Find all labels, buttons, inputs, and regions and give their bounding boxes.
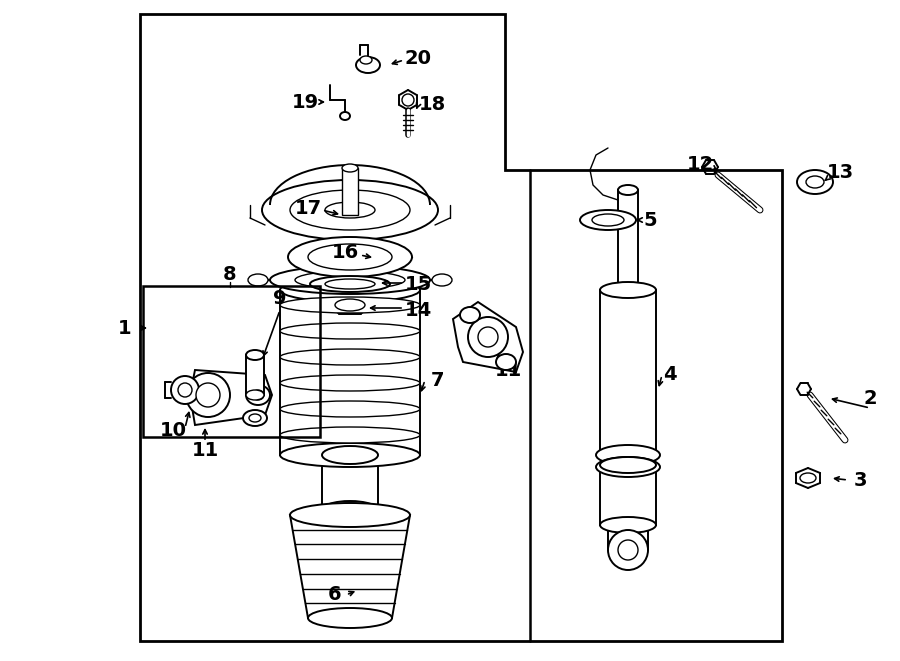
Text: 7: 7	[431, 371, 445, 389]
Ellipse shape	[325, 279, 375, 289]
Text: 18: 18	[418, 95, 446, 114]
Text: 2: 2	[863, 389, 877, 407]
Ellipse shape	[360, 56, 372, 64]
Text: 12: 12	[687, 155, 714, 175]
Ellipse shape	[171, 376, 199, 404]
Text: 15: 15	[404, 276, 432, 295]
Bar	[600, 465, 656, 525]
Ellipse shape	[196, 383, 220, 407]
Ellipse shape	[280, 401, 420, 417]
Ellipse shape	[249, 414, 261, 422]
Bar	[342, 168, 358, 215]
Text: 6: 6	[328, 586, 342, 605]
Ellipse shape	[800, 473, 816, 483]
Ellipse shape	[600, 282, 656, 298]
Ellipse shape	[618, 540, 638, 560]
Ellipse shape	[596, 445, 660, 465]
Bar	[600, 290, 656, 455]
Ellipse shape	[246, 385, 270, 405]
Ellipse shape	[432, 274, 452, 286]
Ellipse shape	[402, 94, 414, 106]
Text: 11: 11	[192, 440, 219, 459]
Ellipse shape	[468, 317, 508, 357]
Bar	[596, 455, 660, 467]
Text: 17: 17	[294, 198, 321, 217]
Bar	[322, 455, 378, 510]
Bar	[246, 355, 264, 395]
Ellipse shape	[460, 307, 480, 323]
Text: 10: 10	[159, 420, 186, 440]
Ellipse shape	[246, 390, 264, 400]
Ellipse shape	[252, 390, 264, 400]
Ellipse shape	[288, 237, 412, 277]
Text: 13: 13	[826, 163, 853, 182]
Ellipse shape	[280, 375, 420, 391]
Ellipse shape	[580, 210, 636, 230]
Ellipse shape	[280, 297, 420, 313]
Bar	[618, 190, 638, 290]
Ellipse shape	[308, 608, 392, 628]
Text: 4: 4	[663, 366, 677, 385]
Ellipse shape	[308, 244, 392, 270]
Text: 5: 5	[644, 210, 657, 229]
Ellipse shape	[797, 170, 833, 194]
Ellipse shape	[592, 214, 624, 226]
Ellipse shape	[596, 457, 660, 477]
Ellipse shape	[322, 501, 378, 519]
Ellipse shape	[186, 373, 230, 417]
Bar	[280, 290, 420, 455]
Ellipse shape	[270, 266, 430, 294]
Text: 8: 8	[223, 266, 237, 284]
Ellipse shape	[243, 410, 267, 426]
Ellipse shape	[600, 517, 656, 533]
Ellipse shape	[496, 354, 516, 370]
Ellipse shape	[280, 443, 420, 467]
Ellipse shape	[356, 57, 380, 73]
Ellipse shape	[280, 427, 420, 443]
Ellipse shape	[280, 323, 420, 339]
Ellipse shape	[290, 190, 410, 230]
Ellipse shape	[608, 530, 648, 570]
Ellipse shape	[342, 164, 358, 172]
Ellipse shape	[290, 503, 410, 527]
Ellipse shape	[322, 446, 378, 464]
Ellipse shape	[600, 457, 656, 473]
Ellipse shape	[295, 271, 405, 289]
Ellipse shape	[248, 274, 268, 286]
Ellipse shape	[478, 327, 498, 347]
Text: 11: 11	[494, 360, 522, 379]
Text: 16: 16	[331, 243, 358, 262]
Ellipse shape	[310, 276, 390, 292]
Text: 19: 19	[292, 93, 319, 112]
Ellipse shape	[340, 112, 350, 120]
Ellipse shape	[280, 278, 420, 302]
Ellipse shape	[178, 383, 192, 397]
Text: 3: 3	[853, 471, 867, 490]
Ellipse shape	[246, 350, 264, 360]
Ellipse shape	[806, 176, 824, 188]
Text: 20: 20	[404, 48, 431, 67]
Ellipse shape	[325, 202, 375, 218]
Ellipse shape	[618, 185, 638, 195]
Ellipse shape	[335, 299, 365, 311]
Text: 1: 1	[118, 319, 131, 338]
Ellipse shape	[262, 180, 438, 240]
Ellipse shape	[280, 349, 420, 365]
Text: 14: 14	[404, 301, 432, 319]
Text: 9: 9	[274, 288, 287, 307]
